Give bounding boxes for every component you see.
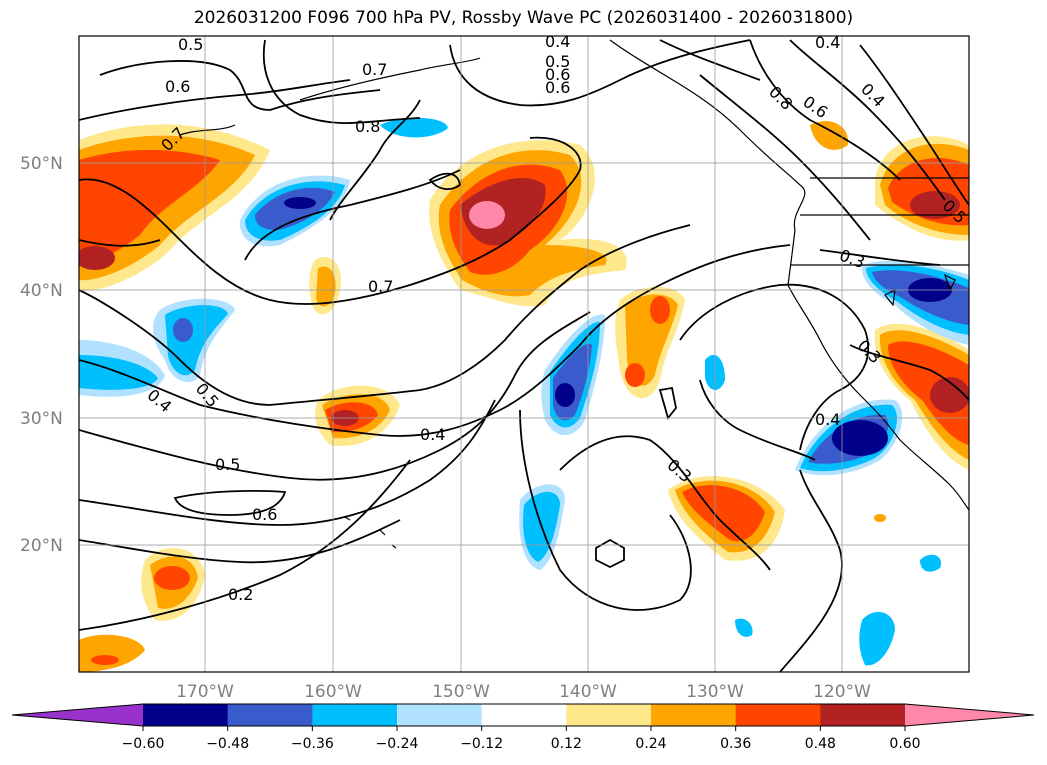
lon-label: 170°W xyxy=(176,682,234,702)
colorbar-tick-label: 0.48 xyxy=(805,736,836,752)
contour-label: 0.7 xyxy=(368,277,393,296)
contour-label: 0.4 xyxy=(815,410,840,429)
lon-label: 120°W xyxy=(813,682,871,702)
colorbar-segment xyxy=(312,704,397,726)
colorbar-tick-label: 0.12 xyxy=(551,736,582,752)
lon-label: 150°W xyxy=(432,682,490,702)
colorbar-tick-label: 0.24 xyxy=(635,736,666,752)
colorbar-segment xyxy=(651,704,736,726)
lon-label: 140°W xyxy=(559,682,617,702)
colorbar-tick-label: 0.36 xyxy=(720,736,751,752)
colorbar-tick-label: −0.48 xyxy=(206,736,249,752)
colorbar-extend-min xyxy=(12,704,143,726)
colorbar-segment xyxy=(736,704,821,726)
map-figure: 0.5 0.6 0.7 0.8 0.7 0.6 0.5 0.4 0.4 0.5 … xyxy=(0,0,1047,765)
latitude-labels: 50°N 40°N 30°N 20°N xyxy=(20,154,63,556)
lon-label: 160°W xyxy=(304,682,362,702)
colorbar-segment xyxy=(397,704,482,726)
colorbar-tick-label: −0.36 xyxy=(291,736,334,752)
colorbar-tick-label: −0.60 xyxy=(122,736,165,752)
contour-label: 0.7 xyxy=(362,60,387,79)
colorbar-extend-max xyxy=(905,704,1034,726)
colorbar-tick-label: 0.60 xyxy=(889,736,920,752)
colorbar-segment xyxy=(820,704,905,726)
colorbar-segment xyxy=(143,704,228,726)
colorbar-tick-label: −0.24 xyxy=(376,736,419,752)
lat-label: 30°N xyxy=(20,409,63,429)
contour-label: 0.8 xyxy=(355,117,380,136)
contour-label: 0.5 xyxy=(178,35,203,54)
lat-label: 40°N xyxy=(20,281,63,301)
colorbar-tick-label: −0.12 xyxy=(460,736,503,752)
contour-label: 0.5 xyxy=(215,455,240,474)
lat-label: 20°N xyxy=(20,536,63,556)
colorbar-segment xyxy=(482,704,567,726)
colorbar: −0.60 −0.48 −0.36 −0.24 −0.12 0.12 0.24 0.36 0.4… xyxy=(12,704,1034,752)
colorbar-segment xyxy=(566,704,651,726)
longitude-labels: 170°W 160°W 150°W 140°W 130°W 120°W xyxy=(176,682,871,702)
contour-label: 0.4 xyxy=(545,32,570,51)
contour-label: 0.4 xyxy=(420,425,445,444)
contour-label: 0.6 xyxy=(252,505,277,524)
contour-label: 0.6 xyxy=(545,78,570,97)
contour-label: 0.2 xyxy=(228,585,253,604)
contour-label: 0.6 xyxy=(165,77,190,96)
colorbar-segment xyxy=(228,704,313,726)
lon-label: 130°W xyxy=(686,682,744,702)
lat-label: 50°N xyxy=(20,154,63,174)
